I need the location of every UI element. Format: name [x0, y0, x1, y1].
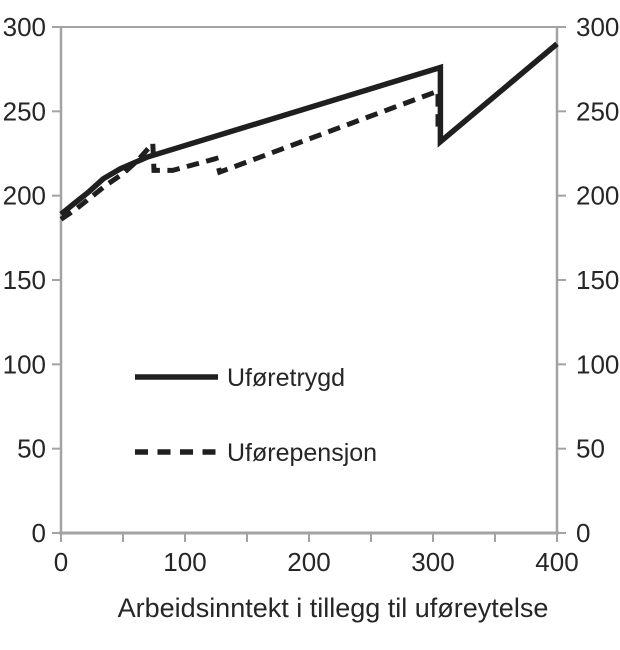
y-tick-label-right: 250 [576, 96, 619, 126]
y-tick-label-left: 300 [3, 12, 46, 42]
legend-label-uforepensjon: Uførepensjon [227, 439, 377, 467]
legend: Uføretrygd Uførepensjon [135, 364, 377, 467]
y-tick-label-left: 50 [17, 434, 46, 464]
y-tick-label-left: 0 [32, 518, 46, 548]
x-tick-label: 200 [287, 547, 330, 577]
y-tick-label-right: 50 [576, 434, 605, 464]
y-tick-label-left: 100 [3, 349, 46, 379]
y-tick-label-right: 100 [576, 349, 619, 379]
y-tick-label-right: 200 [576, 181, 619, 211]
x-tick-label: 100 [163, 547, 206, 577]
x-tick-label: 400 [535, 547, 578, 577]
y-tick-label-left: 200 [3, 181, 46, 211]
y-tick-label-right: 0 [576, 518, 590, 548]
series-layer [59, 41, 559, 222]
x-axis-title: Arbeidsinntekt i tillegg til uføreytelse [118, 593, 549, 623]
x-tick-label: 300 [411, 547, 454, 577]
x-tick-label: 0 [54, 547, 68, 577]
series-line-uføretrygd [59, 41, 559, 217]
legend-label-uforetrygd: Uføretrygd [227, 364, 345, 392]
y-tick-label-left: 150 [3, 265, 46, 295]
y-tick-label-right: 150 [576, 265, 619, 295]
series-line-uførepensjon [59, 87, 441, 222]
y-tick-label-left: 250 [3, 96, 46, 126]
y-tick-label-right: 300 [576, 12, 619, 42]
